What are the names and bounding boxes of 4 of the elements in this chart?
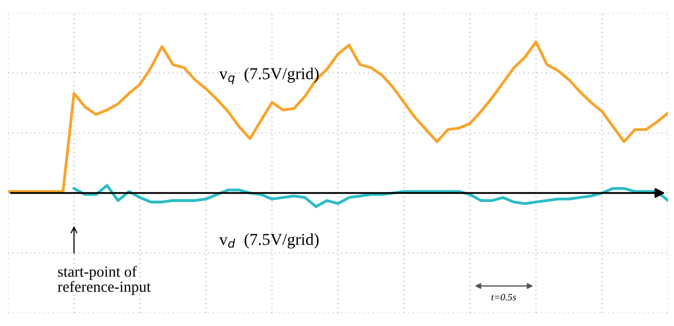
annotation: v$_{q}$ (7.5V/grid) <box>219 68 319 84</box>
text: t=0.5s <box>491 294 516 300</box>
text: start-point of reference-input <box>58 266 151 295</box>
text: v$_{d}$ (7.5V/grid) <box>219 233 319 248</box>
